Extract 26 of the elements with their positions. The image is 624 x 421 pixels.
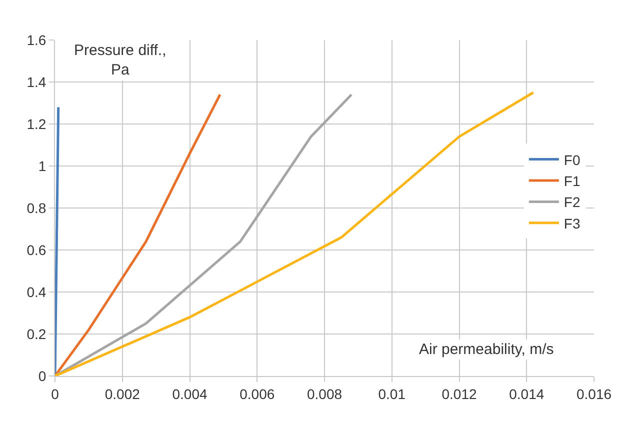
- y-tick-label: 1.6: [26, 32, 46, 48]
- legend-label: F0: [564, 152, 580, 168]
- y-axis-title: Pressure diff., Pa: [74, 42, 166, 78]
- y-tick-label: 1: [38, 158, 46, 174]
- x-tick-label: 0.004: [172, 386, 208, 402]
- x-tick-label: 0.016: [576, 386, 612, 402]
- x-tick-label: 0.012: [442, 386, 477, 402]
- y-tick-label: 0.8: [26, 200, 46, 216]
- x-tick-label: 0.014: [509, 386, 544, 402]
- legend-label: F1: [564, 172, 580, 189]
- y-tick-label: 0.2: [26, 326, 46, 342]
- y-tick-label: 0: [38, 368, 46, 384]
- x-tick-label: 0: [51, 386, 60, 402]
- y-tick-label: 1.2: [26, 116, 46, 132]
- x-tick-label: 0.008: [306, 386, 342, 402]
- x-axis-title: Air permeability, m/s: [419, 341, 554, 358]
- line-series: [55, 93, 222, 376]
- x-tick-label: 0.006: [240, 386, 275, 402]
- legend-label: F3: [564, 215, 580, 232]
- y-tick-label: 0.4: [26, 284, 46, 300]
- line-series: [55, 93, 353, 376]
- y-tick-label: 1.4: [26, 74, 46, 90]
- x-tick-label: 0.01: [378, 386, 406, 402]
- legend-label: F2: [564, 194, 580, 210]
- y-tick-label: 0.6: [26, 242, 46, 258]
- x-tick-label: 0.002: [104, 386, 140, 402]
